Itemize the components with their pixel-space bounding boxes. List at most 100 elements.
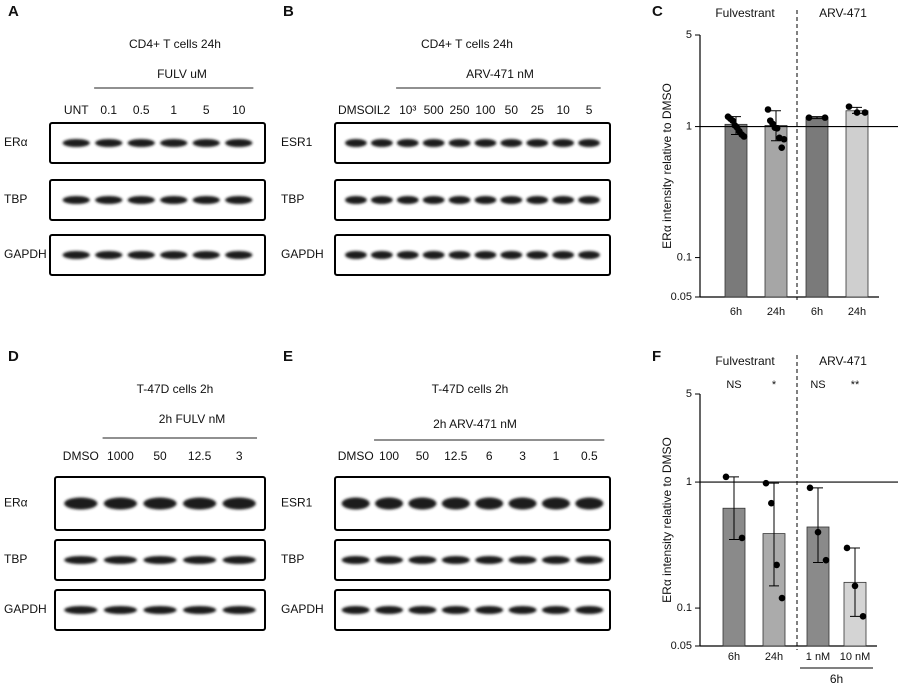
band (552, 251, 575, 259)
lane-label: 1 (553, 449, 560, 463)
x-tick-label: 24h (848, 306, 866, 318)
y-tick-label: 0.05 (671, 291, 692, 303)
row-label: TBP (281, 552, 304, 566)
band (225, 196, 253, 204)
band (62, 251, 90, 259)
data-point (822, 556, 830, 564)
band (160, 251, 188, 259)
band (345, 139, 367, 147)
band (408, 606, 437, 614)
panel-letter: B (283, 3, 294, 20)
band (422, 139, 445, 147)
band (370, 196, 393, 204)
error-bar (769, 482, 779, 587)
error-bar (729, 476, 739, 541)
data-point (740, 133, 748, 140)
band (62, 196, 90, 204)
band (95, 196, 123, 204)
panel-letter: A (8, 3, 19, 20)
band (345, 251, 367, 259)
band (448, 196, 471, 204)
data-point (722, 473, 730, 481)
row-label: GAPDH (281, 602, 324, 616)
band (422, 251, 445, 259)
x-tick-label: 1 nM (806, 651, 830, 663)
blot-strip (49, 234, 266, 276)
lane-label: 100 (475, 103, 495, 117)
error-bar (813, 487, 823, 563)
data-point (778, 144, 786, 151)
panel-letter: E (283, 348, 293, 365)
band (95, 139, 123, 147)
band (396, 251, 419, 259)
band (64, 606, 98, 614)
y-tick-label: 0.05 (671, 640, 692, 652)
data-point (738, 534, 746, 542)
band (475, 556, 504, 564)
band (370, 251, 393, 259)
band (578, 196, 600, 204)
sublabel: 6h (830, 672, 843, 686)
band (508, 556, 537, 564)
band (103, 606, 138, 614)
lane-label: 0.5 (581, 449, 598, 463)
data-point (814, 528, 822, 536)
band (575, 606, 604, 614)
data-point (805, 114, 813, 121)
band (341, 556, 370, 564)
band (160, 139, 188, 147)
lane-label: DMSO (63, 449, 99, 463)
band (474, 196, 497, 204)
band (143, 606, 177, 614)
lane-label: 1 (170, 103, 177, 117)
blot-strip (334, 589, 611, 631)
row-label: GAPDH (4, 602, 47, 616)
band (396, 139, 419, 147)
band (375, 556, 404, 564)
band (500, 251, 523, 259)
lane-label: 1000 (107, 449, 134, 463)
band (508, 606, 537, 614)
band (441, 606, 470, 614)
band (64, 497, 98, 510)
group-label: Fulvestrant (715, 6, 775, 20)
band (575, 497, 604, 510)
band (225, 251, 253, 259)
data-point (821, 114, 829, 121)
blot-title: CD4+ T cells 24h (421, 37, 513, 51)
data-point (780, 135, 788, 143)
blot-title: T-47D cells 2h (137, 382, 214, 396)
band (578, 251, 600, 259)
annotation: * (772, 379, 777, 391)
band (541, 556, 570, 564)
lane-label: 12.5 (188, 449, 212, 463)
group-label: 2h FULV nM (159, 412, 225, 426)
band (222, 556, 256, 564)
blot-strip (334, 234, 611, 276)
data-point (773, 561, 780, 569)
band (127, 196, 155, 204)
band (341, 606, 370, 614)
band (541, 497, 570, 510)
row-label: ESR1 (281, 496, 313, 510)
y-tick-label: 0.1 (677, 602, 692, 614)
lane-label: 500 (424, 103, 444, 117)
row-label: TBP (4, 192, 27, 206)
data-point (859, 613, 867, 620)
group-label: ARV-471 (819, 6, 867, 20)
lane-label: 5 (586, 103, 593, 117)
y-tick-label: 0.1 (677, 251, 692, 263)
lane-label: 25 (531, 103, 545, 117)
blot-strip (334, 476, 611, 531)
lane-label: 10 (232, 103, 246, 117)
x-tick-label: 24h (765, 651, 783, 663)
band (475, 606, 504, 614)
band (441, 556, 470, 564)
row-label: TBP (281, 192, 304, 206)
data-point (851, 582, 859, 590)
band (103, 497, 138, 510)
band (143, 497, 177, 510)
error-bar (850, 547, 860, 617)
band (103, 556, 138, 564)
